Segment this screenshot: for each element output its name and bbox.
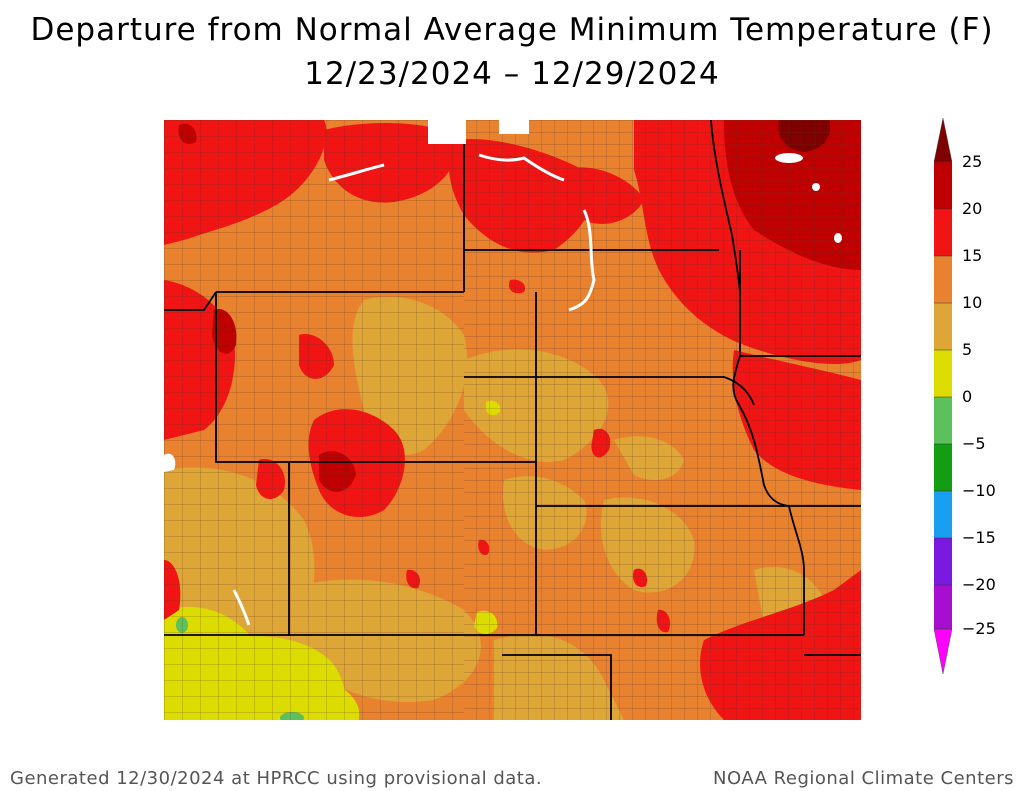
legend-swatch-neg25-neg20	[934, 585, 952, 629]
legend-label-neg10: −10	[962, 481, 996, 500]
legend-label-neg25: −25	[962, 619, 996, 638]
legend-label-0: 0	[962, 387, 973, 406]
legend-label-15: 15	[962, 246, 983, 265]
legend-label-20: 20	[962, 199, 983, 218]
map-svg	[164, 120, 861, 720]
legend-label-25: 25	[962, 152, 983, 171]
legend-swatch-neg10-neg5	[934, 444, 952, 491]
source-credit: NOAA Regional Climate Centers	[713, 768, 1014, 789]
color-scale-legend: 25 20 15 10 5 0 −5 −10 −15 −20 −25	[928, 112, 1024, 682]
map-title: Departure from Normal Average Minimum Te…	[0, 8, 1024, 96]
legend-swatch-15-20	[934, 209, 952, 256]
legend-swatch-0-5	[934, 350, 952, 397]
legend-swatch-5-10	[934, 303, 952, 350]
legend-colorbar	[933, 117, 953, 675]
generated-note: Generated 12/30/2024 at HPRCC using prov…	[10, 768, 543, 789]
legend-label-5: 5	[962, 340, 973, 359]
legend-label-10: 10	[962, 293, 983, 312]
lakes	[164, 120, 842, 472]
legend-swatch-10-15	[934, 256, 952, 303]
legend-swatch-above-25	[933, 117, 953, 163]
legend-swatch-below-neg25	[933, 628, 953, 675]
legend-label-neg20: −20	[962, 575, 996, 594]
map-title-line1: Departure from Normal Average Minimum Te…	[30, 12, 994, 48]
map-title-line2: 12/23/2024 – 12/29/2024	[304, 56, 720, 92]
temperature-departure-map	[164, 120, 861, 720]
water-features	[232, 153, 596, 626]
legend-label-neg15: −15	[962, 528, 996, 547]
legend-swatch-neg20-neg15	[934, 538, 952, 585]
county-grid-east	[464, 120, 861, 720]
state-borders	[164, 120, 861, 720]
county-grid-west	[164, 120, 464, 720]
legend-swatch-20-25	[934, 162, 952, 209]
legend-label-neg5: −5	[962, 434, 986, 453]
legend-swatch-neg15-neg10	[934, 491, 952, 538]
legend-swatch-neg5-0	[934, 397, 952, 444]
